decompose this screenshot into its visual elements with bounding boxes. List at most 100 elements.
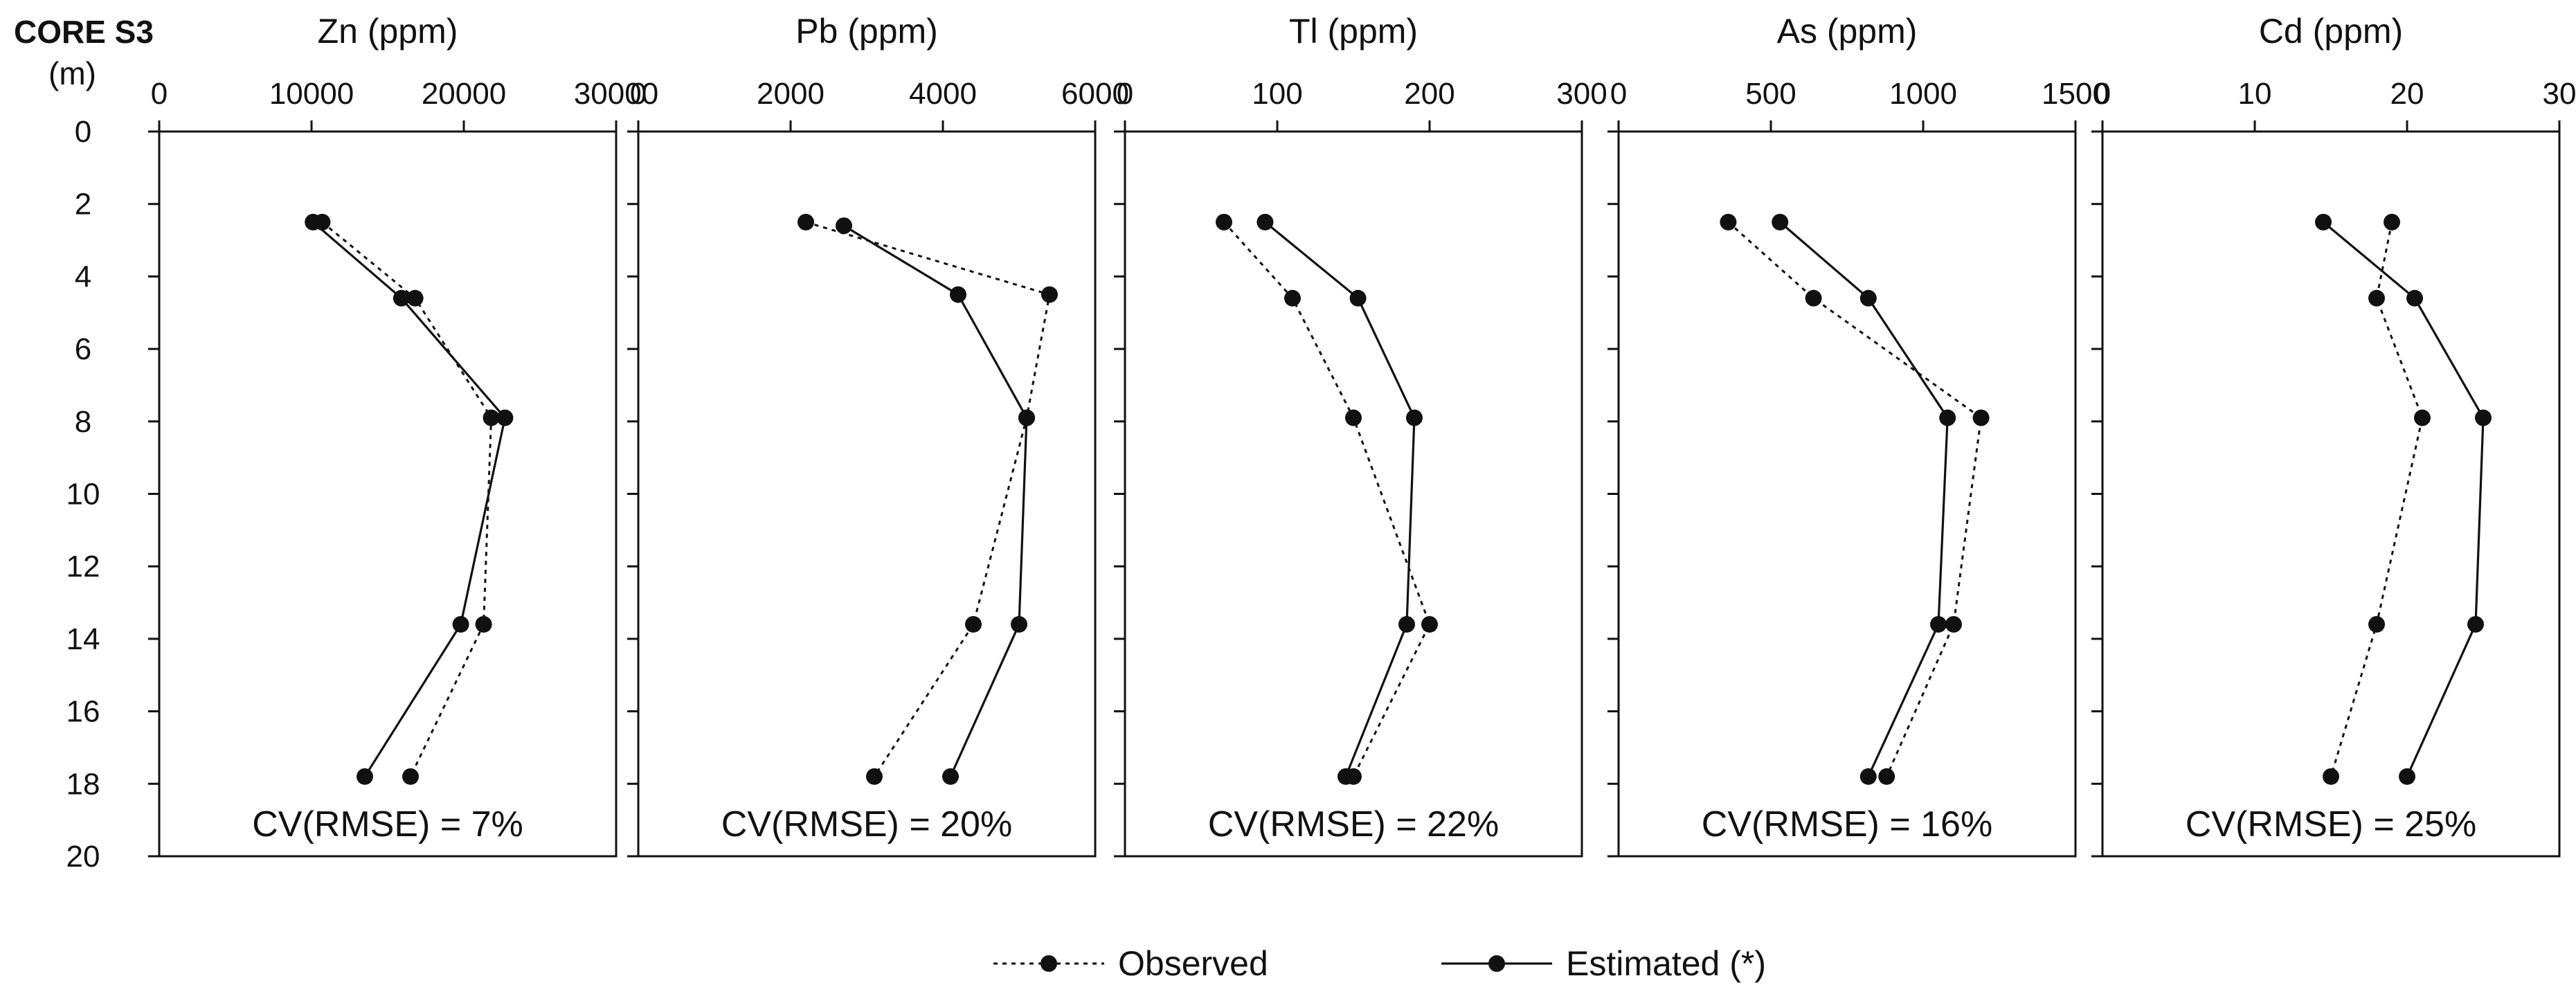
estimated-point [452,615,469,633]
estimated-point [1018,409,1035,426]
x-tick-label: 10 [2238,77,2272,111]
x-tick-label: 300 [1556,77,1607,111]
estimated-point [942,768,959,785]
panel-title: Tl (ppm) [1289,12,1418,51]
observed-point [2323,768,2339,785]
observed-point [1720,213,1737,231]
cv-rmse-annotation: CV(RMSE) = 20% [721,804,1012,844]
observed-point [1345,409,1362,426]
legend: Observed Estimated (*) [993,944,1766,983]
y-tick-label: 16 [66,695,100,729]
observed-point [1041,286,1058,303]
cv-rmse-annotation: CV(RMSE) = 22% [1208,804,1499,844]
y-tick-label: 6 [75,332,91,366]
panel-title: Pb (ppm) [795,12,938,51]
cv-rmse-annotation: CV(RMSE) = 16% [1702,804,1992,844]
observed-point [475,615,492,633]
observed-point [2414,409,2431,426]
x-tick-label: 6000 [1061,77,1129,111]
observed-point [798,213,814,231]
estimated-point [2315,213,2332,231]
observed-point [1945,615,1962,633]
estimated-series-line [843,224,1028,777]
panel-1: Zn (ppm)0 10000 20000 300000246810121416182… [66,12,659,874]
panel-title: As (ppm) [1777,12,1918,51]
estimated-series-line [312,221,507,777]
y-tick-label: 12 [66,550,100,584]
estimated-point [1859,768,1877,785]
cv-rmse-annotation: CV(RMSE) = 7% [252,804,523,844]
panel-title: Zn (ppm) [318,12,458,51]
x-tick-label: 500 [1745,77,1796,111]
y-tick-label: 14 [66,622,100,656]
estimated-point [1939,409,1956,426]
estimated-point [1349,289,1367,307]
observed-point [406,289,424,307]
x-tick-label: 30 [2543,77,2576,111]
observed-point [1421,615,1438,633]
observed-point [965,615,982,633]
estimated-point [357,768,373,785]
estimated-series-line [1264,221,1416,777]
x-tick-label: 0 [1117,77,1133,111]
observed-point [1284,289,1301,307]
x-tick-label: 30000 [574,77,658,111]
panel-title: Cd (ppm) [2259,12,2403,51]
panel-frame [158,130,618,858]
legend-estimated-marker [1488,955,1505,972]
y-tick-label: 8 [75,405,91,439]
x-tick-label: 20000 [422,77,506,111]
estimated-point [2399,768,2415,785]
x-tick-label: 200 [1404,77,1454,111]
estimated-point [1337,768,1354,785]
observed-point [1805,289,1822,307]
y-tick-label: 0 [75,115,91,149]
y-tick-label: 2 [75,188,91,222]
x-tick-label: 0 [630,77,647,111]
estimated-point [1772,213,1789,231]
estimated-point [950,286,966,303]
observed-point [402,768,419,785]
depth-unit-label: (m) [48,55,96,91]
x-tick-label: 10000 [269,77,354,111]
panel-frame [2101,130,2561,858]
panel-4: As (ppm) 0 500 1000 1500 CV(RMSE) = 16% [1607,12,2109,858]
estimated-point [496,409,514,426]
estimated-point [2406,289,2423,307]
estimated-point [2467,615,2484,633]
y-tick-label: 4 [75,260,91,293]
estimated-point [2475,409,2492,426]
estimated-point [1930,615,1947,633]
panel-2: Pb (ppm) 0 2000 4000 6000 CV(RMSE) = 20% [627,12,1129,858]
y-tick-label: 10 [66,478,100,512]
y-tick-label: 18 [66,767,100,801]
estimated-point [305,213,322,231]
x-tick-label: 0 [1610,77,1627,111]
y-tick-label: 20 [66,840,100,874]
estimated-point [1406,409,1423,426]
x-tick-label: 0 [151,77,168,111]
core-label: CORE S3 [14,14,154,50]
observed-point [483,409,500,426]
legend-observed-marker [1041,955,1057,972]
observed-point [2368,289,2385,307]
estimated-point [836,217,852,235]
observed-point [2384,213,2400,231]
observed-point [1216,213,1232,231]
observed-point [2368,615,2385,633]
legend-estimated-label: Estimated (*) [1566,944,1766,983]
observed-point [1972,409,1990,426]
estimated-point [1257,213,1274,231]
observed-series-line [805,221,1051,777]
observed-series-line [1223,221,1431,777]
estimated-point [1398,615,1415,633]
x-tick-label: 2000 [757,77,825,111]
panels-group: Zn (ppm)0 10000 20000 300000246810121416182… [66,12,2576,874]
x-tick-label: 100 [1252,77,1302,111]
legend-observed-label: Observed [1118,944,1268,983]
x-tick-label: 4000 [909,77,977,111]
panel-5: Cd (ppm) 0 10 20 30 CV(RMSE) = 25% [2091,12,2576,858]
panel-frame [1617,130,2077,858]
cv-rmse-annotation: CV(RMSE) = 25% [2186,804,2476,844]
